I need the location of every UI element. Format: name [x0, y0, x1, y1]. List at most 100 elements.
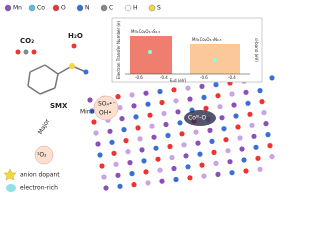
- lattice-atom: [119, 116, 125, 122]
- lattice-atom: [187, 96, 193, 102]
- lattice-atom: [143, 90, 149, 96]
- lattice-atom: [185, 164, 191, 170]
- lattice-atom: [185, 85, 191, 91]
- lattice-atom: [155, 156, 161, 162]
- label: Major: [37, 117, 52, 135]
- lattice-atom: [129, 171, 135, 177]
- lattice-atom: [125, 149, 131, 155]
- lattice-atom: [169, 154, 175, 161]
- lattice-atom: [257, 166, 263, 172]
- lattice-atom: [215, 171, 221, 177]
- lattice-atom: [235, 124, 241, 130]
- legend-label: N: [85, 5, 90, 12]
- lattice-atom: [201, 173, 207, 179]
- lattice-atom: [179, 131, 185, 137]
- lattice-atom: [121, 127, 127, 133]
- lattice-atom: [199, 162, 205, 168]
- label: SO₄•⁻: [98, 101, 116, 108]
- label: Coᴵᴵᴵ-O: [188, 115, 207, 122]
- lattice-atom: [265, 132, 271, 138]
- active-site: [184, 110, 216, 126]
- lattice-atom: [247, 111, 253, 117]
- tick-label: -0.6: [135, 75, 143, 80]
- legend-label: C: [109, 5, 113, 12]
- legend-label: S: [157, 5, 161, 12]
- lattice-atom: [131, 103, 137, 109]
- lattice-atom: [263, 121, 269, 127]
- legend-label: Mn: [13, 5, 22, 12]
- y2-axis-label: d-band (eV): [254, 38, 259, 62]
- lattice-atom: [255, 155, 261, 161]
- lattice-atom: [229, 91, 235, 97]
- lattice-atom: [153, 145, 159, 151]
- lattice-atom: [207, 127, 213, 133]
- lattice-atom: [241, 157, 247, 163]
- lattice-atom: [99, 163, 105, 169]
- lattice-atom: [199, 83, 205, 89]
- lattice-atom: [269, 75, 275, 81]
- label: H₂O: [68, 32, 83, 40]
- lattice-atom: [159, 99, 165, 106]
- lattice-atom: [171, 165, 177, 172]
- atom: [31, 49, 37, 55]
- lattice-atom: [149, 123, 155, 129]
- lattice-atom: [259, 99, 265, 105]
- lattice-atom: [267, 143, 273, 149]
- x-axis-label: Eₐd (eV): [170, 78, 187, 83]
- lattice-atom: [173, 98, 179, 104]
- lattice-atom: [103, 185, 109, 191]
- lattice: [87, 75, 275, 191]
- bar: [130, 36, 172, 74]
- lattice-atom: [253, 144, 259, 150]
- radical-bubble: [34, 145, 54, 165]
- bar-label: Mn₁Co₂O₃.₅S₀.₅: [131, 29, 160, 34]
- star-icon: [3, 168, 17, 181]
- lattice-atom: [107, 128, 113, 134]
- label: OH•: [99, 110, 112, 117]
- graphical-abstract: Mn Co O N C H S Mn₁Co₂O₃.₅S₀.₅ Mn₁Co₂O₃.₅N₀.₅ …: [3, 4, 275, 192]
- lattice-atom: [93, 130, 99, 136]
- lattice-atom: [135, 125, 141, 131]
- lattice-atom: [161, 110, 167, 117]
- lattice-atom: [251, 133, 257, 139]
- lattice-atom: [113, 161, 119, 167]
- lattice-atom: [145, 101, 151, 107]
- lattice-atom: [217, 104, 223, 110]
- lattice-atom: [237, 135, 243, 141]
- lattice-atom: [117, 105, 123, 111]
- lattice-atom: [187, 175, 193, 181]
- lattice-atom: [175, 109, 181, 115]
- lattice-atom: [177, 120, 183, 126]
- lattice-atom: [165, 132, 171, 139]
- lattice-atom: [215, 93, 221, 99]
- key-label: anion dopant: [20, 172, 60, 179]
- lattice-atom: [261, 110, 267, 116]
- tick-label: -0.4: [228, 75, 236, 80]
- legend-swatch: [100, 4, 108, 12]
- point: [213, 58, 217, 62]
- legend-swatch: [148, 4, 156, 12]
- lattice-atom: [87, 97, 93, 103]
- lattice-atom: [245, 100, 251, 106]
- lattice-atom: [91, 119, 97, 125]
- lattice-atom: [109, 139, 115, 145]
- lattice-atom: [147, 112, 153, 118]
- lattice-atom: [209, 138, 215, 144]
- lattice-atom: [117, 183, 123, 189]
- label: CO₂: [20, 37, 34, 45]
- lattice-atom: [227, 159, 233, 165]
- key-label: electron-rich: [20, 185, 58, 192]
- y-axis-label: Electron Transfer Number (e): [116, 21, 121, 79]
- legend-swatch: [124, 4, 132, 12]
- lattice-atom: [129, 92, 135, 98]
- atom: [15, 49, 21, 55]
- legend-swatch: [76, 4, 84, 12]
- lattice-atom: [115, 94, 121, 100]
- atom: [69, 63, 75, 69]
- lattice-atom: [257, 88, 263, 94]
- lattice-atom: [229, 170, 235, 176]
- legend-swatch: [28, 4, 36, 12]
- legend-swatch: [4, 4, 12, 12]
- lattice-atom: [133, 114, 139, 120]
- lattice-atom: [111, 150, 117, 156]
